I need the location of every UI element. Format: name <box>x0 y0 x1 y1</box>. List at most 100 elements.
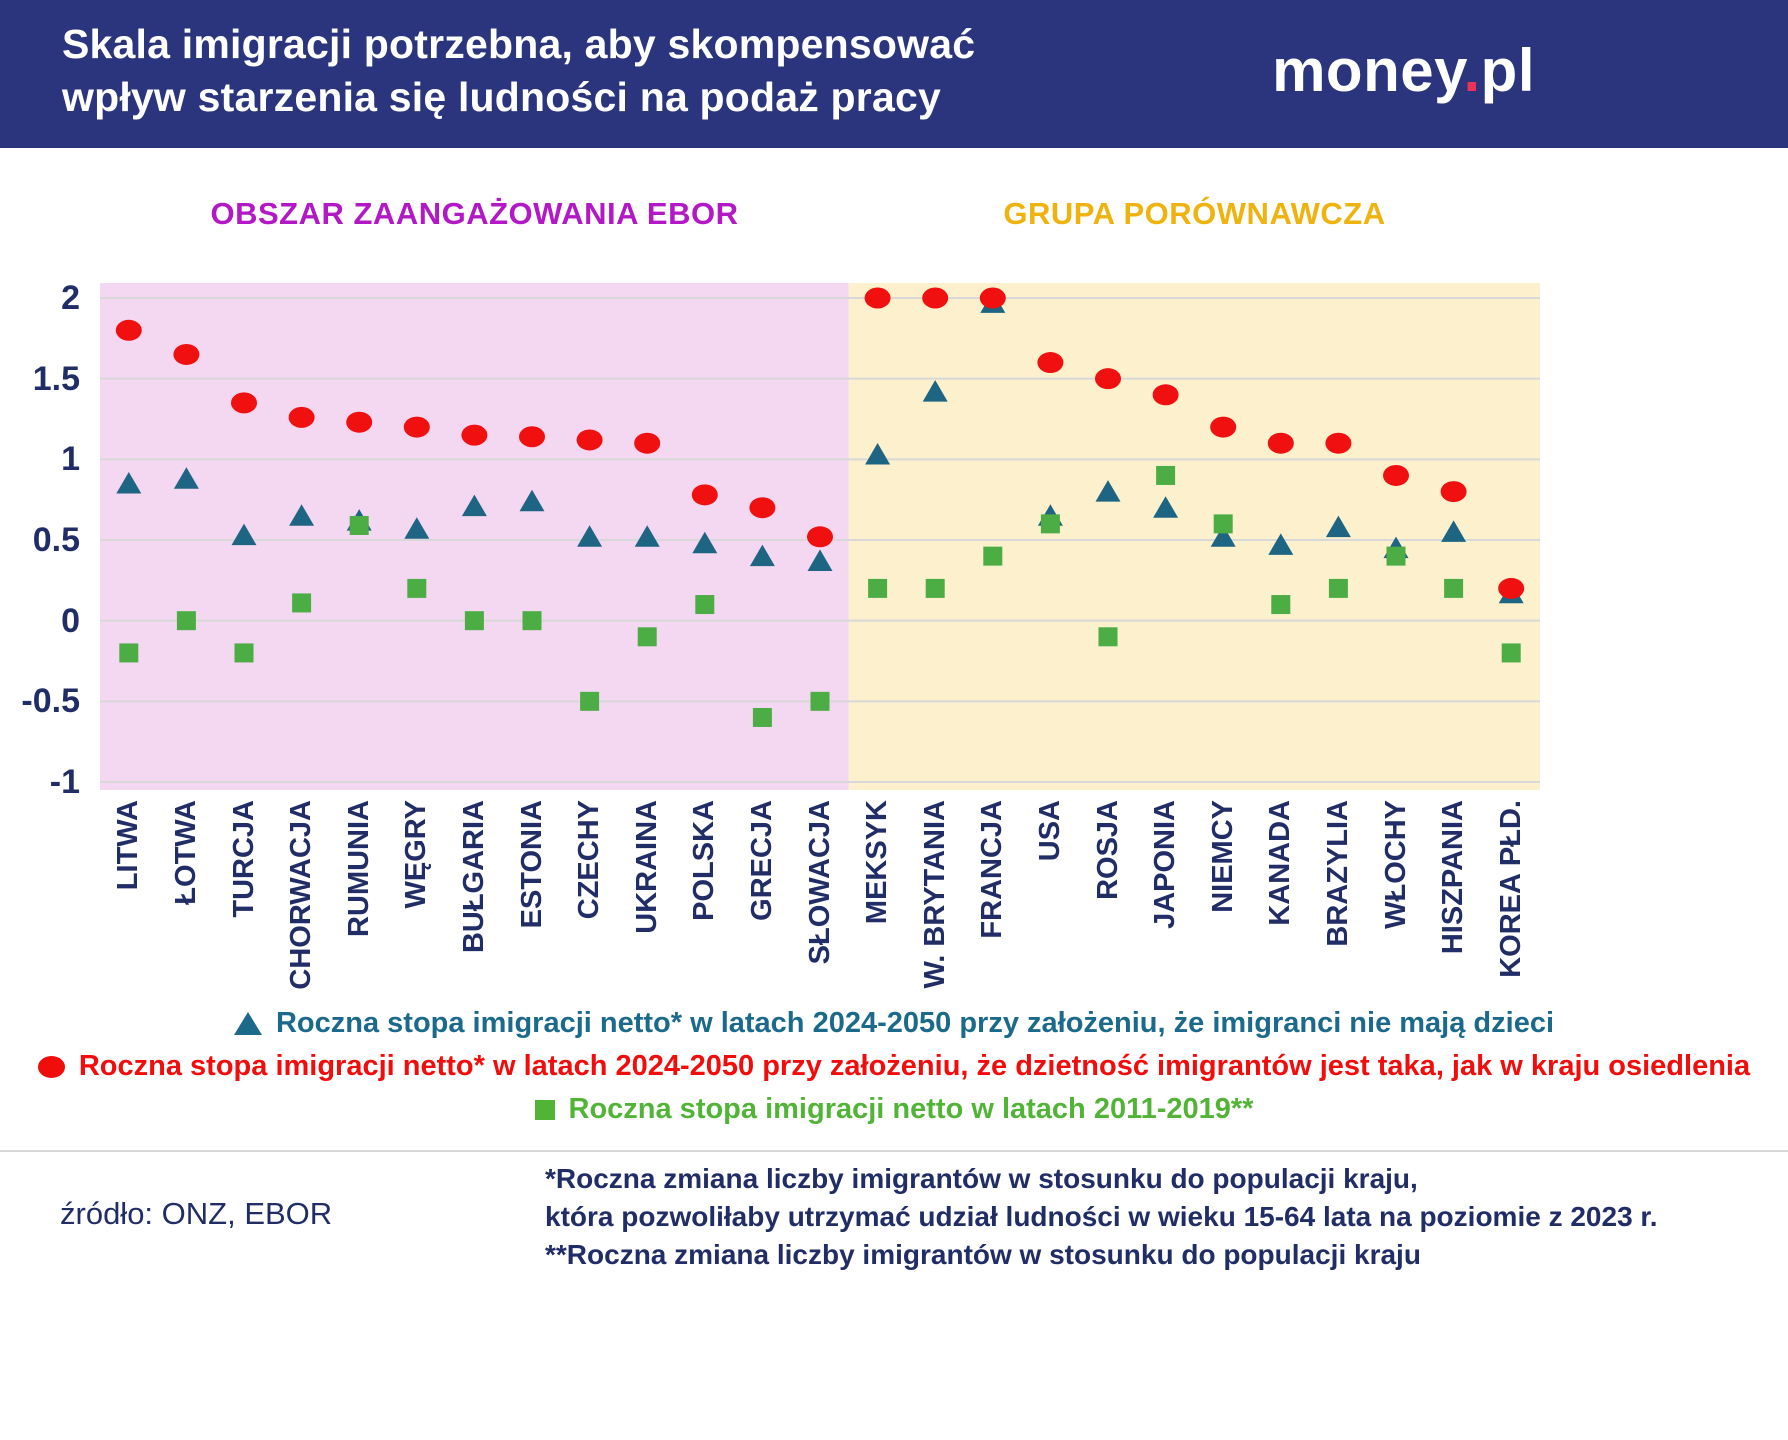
x-axis-label: BRAZYLIA <box>1321 800 1354 947</box>
data-point-triangle <box>1153 496 1179 518</box>
data-point-triangle <box>519 489 545 512</box>
x-axis-label: KOREA PŁD. <box>1494 800 1527 978</box>
data-point-circle <box>749 497 776 519</box>
circle-marker-icon <box>37 1055 65 1078</box>
data-point-triangle <box>749 544 775 567</box>
data-point-triangle <box>922 380 948 402</box>
data-point-square <box>1271 595 1291 615</box>
legend-label-no-children: Roczna stopa imigracji netto* w latach 2… <box>275 1007 1555 1039</box>
x-axis-label: ŁOTWA <box>169 800 202 905</box>
logo-text-money: money <box>1272 37 1464 104</box>
data-point-square <box>522 611 542 631</box>
x-axis-label: HISZPANIA <box>1437 800 1470 955</box>
x-axis-label: ROSJA <box>1091 800 1124 900</box>
data-point-circle <box>519 426 545 448</box>
legend-label-settlement-fertility: Roczna stopa imigracji netto* w latach 2… <box>78 1050 1751 1082</box>
square-marker-icon <box>534 1099 555 1120</box>
data-point-circle <box>864 287 891 309</box>
x-axis-label: ESTONIA <box>515 800 548 929</box>
data-point-circle <box>1095 368 1121 390</box>
x-axis-label: POLSKA <box>688 800 721 921</box>
data-point-circle <box>288 406 315 428</box>
x-axis-label: RUMUNIA <box>342 800 375 937</box>
data-point-triangle <box>1095 480 1121 502</box>
data-point-triangle <box>634 525 660 547</box>
x-axis-label: CHORWACJA <box>285 800 318 990</box>
data-point-circle <box>1267 432 1294 454</box>
x-axis-label: USA <box>1033 800 1066 862</box>
data-point-triangle <box>577 525 603 547</box>
data-point-circle <box>922 287 949 309</box>
triangle-marker-icon <box>233 1012 262 1035</box>
data-point-triangle <box>461 494 487 517</box>
data-point-circle <box>807 526 833 548</box>
footnote-line-2: która pozwoliłaby utrzymać udział ludnoś… <box>545 1201 1658 1232</box>
data-point-circle <box>346 411 373 433</box>
footer-divider <box>0 1150 1788 1152</box>
data-point-square <box>925 578 945 598</box>
x-axis-label: KANADA <box>1264 800 1297 926</box>
data-point-triangle <box>1441 520 1467 542</box>
data-point-triangle <box>231 523 257 546</box>
data-point-square <box>234 643 254 663</box>
x-axis-label: WŁOCHY <box>1379 800 1412 929</box>
data-point-square <box>1098 627 1118 647</box>
data-point-square <box>695 595 715 615</box>
x-axis-label: W. BRYTANIA <box>918 800 951 989</box>
data-point-circle <box>1383 464 1409 486</box>
data-point-square <box>1328 578 1348 598</box>
data-point-circle <box>231 392 257 414</box>
logo-dot-icon: . <box>1463 37 1481 104</box>
data-point-triangle <box>1268 533 1294 555</box>
data-point-square <box>1156 465 1176 485</box>
money-pl-logo: money.pl <box>1272 36 1535 105</box>
data-point-circle <box>979 287 1006 309</box>
data-point-square <box>752 707 772 727</box>
x-axis-label: SŁOWACJA <box>803 800 836 965</box>
data-point-circle <box>691 484 718 506</box>
y-axis-tick-label: 0.5 <box>32 521 80 559</box>
data-point-square <box>580 691 600 711</box>
legend-item-2011-2019: Roczna stopa imigracji netto w latach 20… <box>0 1088 1788 1131</box>
data-point-circle <box>1210 416 1237 438</box>
data-point-triangle <box>173 467 199 489</box>
data-point-circle <box>1440 481 1467 503</box>
x-axis-label: JAPONIA <box>1149 800 1182 929</box>
footnote-line-1: *Roczna zmiana liczby imigrantów w stosu… <box>545 1163 1418 1194</box>
legend-item-no-children: Roczna stopa imigracji netto* w latach 2… <box>0 1002 1788 1045</box>
page-title-line2: wpływ starzenia się ludności na podaż pr… <box>62 74 941 120</box>
region-ebrd-background <box>100 283 849 790</box>
data-point-triangle <box>1210 525 1236 547</box>
footnote-line-3: **Roczna zmiana liczby imigrantów w stos… <box>545 1239 1421 1270</box>
plot-canvas <box>100 283 1540 790</box>
page-title-line1: Skala imigracji potrzebna, aby skompenso… <box>62 21 976 67</box>
data-point-circle <box>1498 577 1525 599</box>
x-axis-label: TURCJA <box>227 800 260 918</box>
data-point-triangle <box>807 549 833 571</box>
data-point-triangle <box>404 517 430 539</box>
y-axis-tick-label: 1.5 <box>32 359 80 398</box>
data-point-triangle <box>289 504 315 526</box>
x-axis-label: FRANCJA <box>976 800 1009 939</box>
header-bar: Skala imigracji potrzebna, aby skompenso… <box>0 0 1788 148</box>
x-axis-label: MEKSYK <box>861 800 894 925</box>
data-point-square <box>176 611 196 631</box>
data-point-square <box>983 546 1003 566</box>
x-axis-label: NIEMCY <box>1206 800 1239 913</box>
x-axis-label: GRECJA <box>745 800 778 921</box>
legend: Roczna stopa imigracji netto* w latach 2… <box>0 1002 1788 1131</box>
data-point-triangle <box>692 531 718 554</box>
data-point-circle <box>115 319 142 341</box>
region-comparison-background <box>848 283 1540 790</box>
data-point-circle <box>1152 384 1179 406</box>
legend-item-settlement-fertility: Roczna stopa imigracji netto* w latach 2… <box>0 1045 1788 1088</box>
region-label-comparison: GRUPA PORÓWNAWCZA <box>1003 196 1386 231</box>
x-axis-label: CZECHY <box>573 800 606 920</box>
legend-label-2011-2019: Roczna stopa imigracji netto w latach 20… <box>568 1093 1254 1125</box>
data-point-circle <box>576 429 603 451</box>
data-point-square <box>1040 514 1060 534</box>
page-title: Skala imigracji potrzebna, aby skompenso… <box>62 18 975 124</box>
y-axis-tick-label: 1 <box>61 440 80 479</box>
x-axis-label: UKRAINA <box>630 800 663 934</box>
